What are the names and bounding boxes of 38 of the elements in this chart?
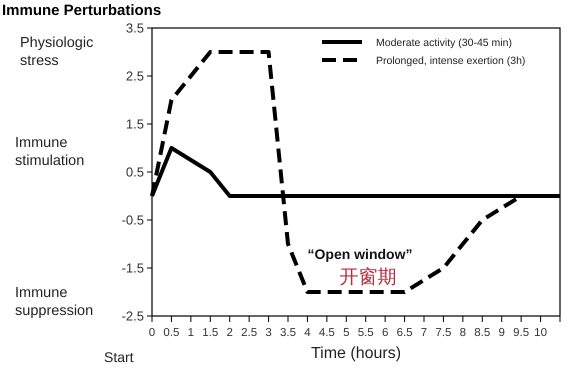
x-tick-label: 6.5 — [396, 327, 413, 339]
x-tick-label: 1 — [188, 327, 194, 339]
x-tick-label: 0.5 — [163, 327, 180, 339]
chart-title: Immune Perturbations — [2, 2, 162, 19]
x-tick-label: 8 — [460, 327, 466, 339]
y-tick-label: -1.5 — [122, 260, 144, 276]
text: Physiologic stress — [20, 35, 94, 69]
x-tick-label: 5 — [343, 327, 350, 339]
x-tick-label: 3 — [265, 327, 272, 339]
x-axis-title: Time (hours) — [310, 345, 402, 362]
y-tick-label: -2.5 — [122, 308, 144, 324]
y-tick-label: 1.5 — [126, 116, 144, 132]
x-tick-label: 4 — [304, 327, 312, 339]
x-tick-label: 9.5 — [513, 327, 530, 339]
x-tick-label: 0 — [148, 327, 156, 339]
annotation: 开窗期 — [340, 266, 396, 288]
legend-label: Prolonged, intense exertion (3h) — [376, 55, 526, 67]
y-tick-label: 0.5 — [126, 164, 144, 180]
x-tick-label: 9 — [498, 327, 505, 339]
x-tick-label: 10 — [534, 327, 547, 339]
x-tick-label: 3.5 — [280, 327, 296, 339]
text: Start — [104, 349, 134, 365]
x-tick-label: 6 — [382, 327, 388, 339]
y-tick-label: 2.5 — [126, 68, 144, 84]
legend-label: Moderate activity (30-45 min) — [376, 37, 512, 49]
y-tick-label: 3.5 — [126, 20, 144, 36]
x-tick-label: 7 — [420, 327, 428, 339]
text: Immune suppression — [15, 285, 94, 319]
annotation: “Open window” — [308, 246, 412, 262]
x-tick-label: 7.5 — [435, 327, 452, 339]
x-tick-label: 1.5 — [202, 327, 218, 339]
x-tick-label: 4.5 — [318, 327, 335, 339]
y-tick-label: -0.5 — [122, 212, 144, 228]
x-tick-label: 2.5 — [241, 327, 258, 339]
x-tick-label: 8.5 — [474, 327, 490, 339]
x-tick-label: 5.5 — [358, 327, 374, 339]
text: Immune stimulation — [15, 135, 84, 169]
x-tick-label: 2 — [226, 327, 233, 339]
